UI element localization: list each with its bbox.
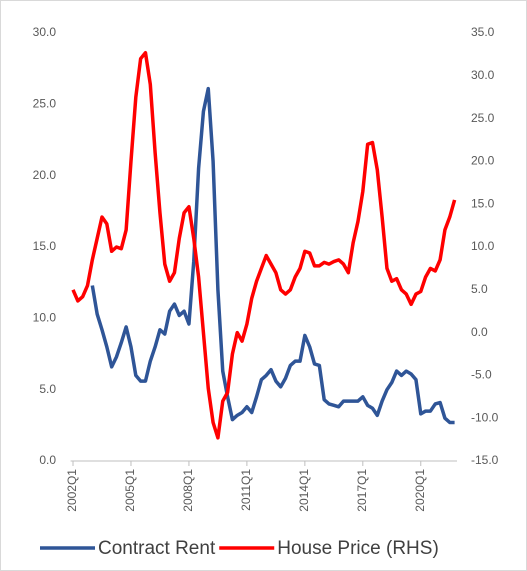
y2-tick-label: 15.0 <box>471 196 495 210</box>
x-tick-label: 2008Q1 <box>181 469 195 512</box>
y-tick-label: 15.0 <box>33 239 57 253</box>
y-tick-label: 25.0 <box>33 97 57 111</box>
x-tick-label: 2017Q1 <box>355 469 369 512</box>
y2-tick-label: 25.0 <box>471 111 495 125</box>
legend-label: House Price (RHS) <box>277 538 439 559</box>
series-line <box>90 86 455 425</box>
y-tick-label: 20.0 <box>33 168 57 182</box>
y2-tick-label: 0.0 <box>471 325 488 339</box>
y2-tick-label: 20.0 <box>471 154 495 168</box>
y-tick-label: 0.0 <box>39 453 56 467</box>
x-tick-label: 2011Q1 <box>239 469 253 511</box>
x-tick-label: 2002Q1 <box>65 469 79 512</box>
y-tick-label: 10.0 <box>33 311 57 325</box>
x-tick-label: 2014Q1 <box>297 469 311 512</box>
y2-tick-label: 10.0 <box>471 239 495 253</box>
legend-label: Contract Rent <box>98 538 216 559</box>
x-tick-label: 2020Q1 <box>413 469 427 512</box>
y2-tick-label: 5.0 <box>471 282 488 296</box>
y2-tick-label: -15.0 <box>471 453 499 467</box>
y-tick-label: 30.0 <box>33 25 57 39</box>
x-tick-label: 2005Q1 <box>123 469 137 512</box>
y2-tick-label: 30.0 <box>471 68 495 82</box>
y2-tick-label: -10.0 <box>471 410 499 424</box>
series-line <box>71 50 457 440</box>
y2-tick-label: -5.0 <box>471 368 492 382</box>
y2-tick-label: 35.0 <box>471 25 495 39</box>
y-tick-label: 5.0 <box>39 382 56 396</box>
